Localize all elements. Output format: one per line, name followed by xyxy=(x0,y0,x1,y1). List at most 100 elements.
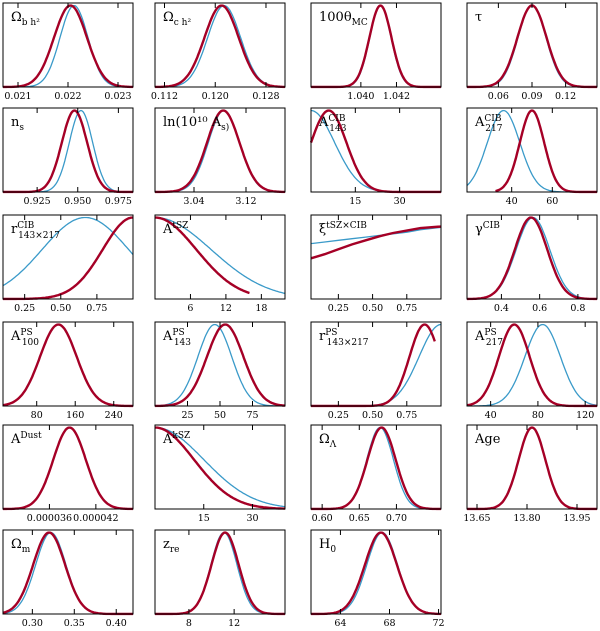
tick-label: 0.70 xyxy=(386,513,407,524)
panel-1: 0.021 0.022 0.023 Ωb h² xyxy=(2,2,134,102)
tick-label: 0.6 xyxy=(532,303,547,314)
tick-label: 60 xyxy=(546,196,558,207)
panel-19: 0.60 0.65 0.70 ΩΛ xyxy=(310,424,442,524)
tick-label: 0.50 xyxy=(50,303,71,314)
panel-frame xyxy=(310,321,442,407)
tick-label: 0.128 xyxy=(252,91,279,102)
panel-11: 0.25 0.50 0.75 ξtSZ×CIB xyxy=(310,214,442,314)
tick-label: 0.4 xyxy=(494,303,509,314)
tick-label: 25 xyxy=(181,410,193,421)
tick-label: 0.000042 xyxy=(73,513,118,524)
tick-label: 0.112 xyxy=(151,91,178,102)
panel-label: ξtSZ×CIB xyxy=(319,221,367,237)
panel-8: 40 60 ACIB 217 xyxy=(466,107,598,207)
panel-label: τ xyxy=(475,10,482,25)
tick-label: 30 xyxy=(246,513,258,524)
panel-14: 25 50 75 APS 143 xyxy=(154,321,286,421)
panel-6: 3.04 3.12 ln(10¹⁰ As) xyxy=(154,107,286,207)
tick-label: 72 xyxy=(433,618,445,629)
panel-4: 0.06 0.09 0.12 τ xyxy=(466,2,598,102)
posterior-curve-secondary xyxy=(467,325,597,407)
tick-label: 0.30 xyxy=(22,618,43,629)
panel-17-plot xyxy=(3,428,133,509)
posterior-curve-secondary xyxy=(3,218,133,286)
panel-6-plot xyxy=(155,111,285,193)
tick-label: 6 xyxy=(187,303,193,314)
tick-label: 0.50 xyxy=(362,303,383,314)
tick-label: 0.925 xyxy=(24,196,51,207)
tick-label: 68 xyxy=(383,618,395,629)
tick-label: 0.40 xyxy=(106,618,127,629)
tick-label: 12 xyxy=(220,303,232,314)
panel-frame xyxy=(2,424,134,510)
panel-label: rCIB 143×217 xyxy=(11,221,60,241)
tick-label: 0.000036 xyxy=(27,513,72,524)
panel-label: Ωm xyxy=(11,537,31,555)
tick-label: 13.65 xyxy=(463,513,490,524)
panel-21: 0.30 0.35 0.40 Ωm xyxy=(2,529,134,629)
panel-frame xyxy=(154,107,286,193)
tick-label: 3.04 xyxy=(183,196,204,207)
tick-label: 0.35 xyxy=(64,618,85,629)
panel-label: ACIB 217 xyxy=(474,114,503,134)
posterior-curve-secondary xyxy=(155,218,285,294)
panel-label: ln(10¹⁰ As) xyxy=(163,115,229,133)
panel-12-plot xyxy=(467,218,597,300)
panel-20: 13.65 13.80 13.95 Age xyxy=(463,424,598,524)
panel-label: H0 xyxy=(319,537,336,555)
tick-label: 80 xyxy=(532,410,544,421)
tick-label: 0.022 xyxy=(54,91,81,102)
panel-frame xyxy=(466,321,598,407)
tick-label: 18 xyxy=(255,303,267,314)
panel-frame xyxy=(2,529,134,615)
panel-23: 64 68 72 H0 xyxy=(310,529,445,629)
tick-label: 75 xyxy=(246,410,258,421)
tick-label: 0.09 xyxy=(521,91,542,102)
tick-label: 0.25 xyxy=(328,303,349,314)
tick-label: 13.80 xyxy=(513,513,540,524)
tick-label: 1.040 xyxy=(347,91,374,102)
panel-frame xyxy=(154,2,286,88)
posterior-curve-primary xyxy=(3,428,133,509)
tick-label: 0.950 xyxy=(64,196,91,207)
panel-3: 1.040 1.042 100θMC xyxy=(310,2,442,102)
tick-label: 3.12 xyxy=(235,196,256,207)
panel-frame xyxy=(2,214,134,300)
tick-label: 15 xyxy=(198,513,210,524)
panel-22: 8 12 zre xyxy=(154,529,286,629)
tick-label: 15 xyxy=(349,196,361,207)
tick-label: 120 xyxy=(576,410,594,421)
tick-label: 0.75 xyxy=(396,410,417,421)
tick-label: 0.120 xyxy=(202,91,229,102)
panel-label: ΩΛ xyxy=(319,432,337,450)
panel-frame xyxy=(310,214,442,300)
tick-label: 0.25 xyxy=(328,410,349,421)
panel-frame xyxy=(2,2,134,88)
posterior-curve-secondary xyxy=(311,227,441,243)
tick-label: 0.06 xyxy=(488,91,509,102)
panel-label: ACIB 143 xyxy=(318,114,347,134)
tick-label: 0.50 xyxy=(362,410,383,421)
posterior-curve-primary xyxy=(155,218,250,294)
panel-frame xyxy=(310,2,442,88)
panel-frame xyxy=(466,214,598,300)
panel-frame xyxy=(310,424,442,510)
panel-label: APS 143 xyxy=(162,328,191,348)
tick-label: 50 xyxy=(214,410,226,421)
posterior-curve-primary xyxy=(311,227,441,259)
panel-15: 0.25 0.50 0.75 rPS 143×217 xyxy=(310,321,442,421)
panel-frame xyxy=(154,214,286,300)
tick-label: 0.65 xyxy=(349,513,370,524)
panel-label: rPS 143×217 xyxy=(319,328,369,348)
tick-label: 0.60 xyxy=(312,513,333,524)
tick-label: 40 xyxy=(506,196,518,207)
tick-label: 40 xyxy=(485,410,497,421)
panel-2: 0.112 0.120 0.128 Ωc h² xyxy=(151,2,286,102)
panel-16: 40 80 120 APS 217 xyxy=(466,321,598,421)
tick-label: 1.042 xyxy=(383,91,410,102)
posterior-curve-secondary xyxy=(155,428,285,507)
panel-frame xyxy=(2,321,134,407)
panel-label: zre xyxy=(163,537,180,555)
panel-9: 0.25 0.50 0.75 rCIB 143×217 xyxy=(2,214,134,314)
